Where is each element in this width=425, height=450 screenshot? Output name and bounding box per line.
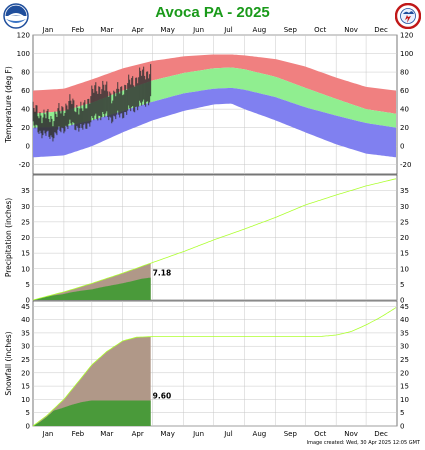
month-label-bottom: Dec [374, 430, 388, 438]
month-label-top: Sep [284, 26, 298, 34]
month-label-top: Oct [314, 26, 326, 34]
precipitation-observed-area [33, 277, 151, 300]
month-label-top: Dec [374, 26, 388, 34]
temperature-ytick-right: 40 [400, 106, 409, 114]
precipitation-ytick-right: 20 [400, 234, 409, 242]
snowfall-observed-area [33, 400, 151, 426]
month-label-top: Jul [223, 26, 233, 34]
noaa-logo [3, 3, 29, 29]
snowfall-ytick-right: 20 [400, 369, 409, 377]
precipitation-ytick-left: 30 [21, 203, 30, 211]
precipitation-ytick-right: 0 [400, 297, 404, 305]
month-label-top: Aug [253, 26, 267, 34]
month-label-top: Nov [344, 26, 358, 34]
snowfall-ytick-left: 35 [21, 329, 30, 337]
data-layer [32, 54, 397, 427]
month-label-top: Jun [192, 26, 204, 34]
snowfall-ytick-left: 30 [21, 343, 30, 351]
snowfall-ytick-right: 35 [400, 329, 409, 337]
record-high-band [33, 54, 396, 114]
month-label-bottom: Oct [314, 430, 326, 438]
snowfall-ytick-left: 15 [21, 383, 30, 391]
month-label-bottom: Jul [223, 430, 233, 438]
snowfall-ytick-left: 25 [21, 356, 30, 364]
snowfall-ytick-left: 45 [21, 303, 30, 311]
snowfall-ytick-right: 0 [400, 423, 404, 431]
precipitation-ytick-left: 5 [26, 281, 30, 289]
precipitation-ytick-right: 30 [400, 203, 409, 211]
month-label-top: Jan [42, 26, 54, 34]
month-label-bottom: Feb [72, 430, 85, 438]
precipitation-ytick-left: 25 [21, 218, 30, 226]
precipitation-ytick-left: 35 [21, 187, 30, 195]
precipitation-ytick-right: 10 [400, 265, 409, 273]
snowfall-ytick-right: 25 [400, 356, 409, 364]
temperature-ytick-left: 100 [17, 50, 30, 58]
snowfall-ytick-left: 10 [21, 396, 30, 404]
temperature-ytick-right: 120 [400, 32, 413, 40]
precipitation-total-label: 7.18 [153, 269, 172, 278]
month-label-bottom: Nov [344, 430, 358, 438]
temperature-ytick-left: 20 [21, 124, 30, 132]
temperature-ytick-right: -20 [400, 161, 411, 169]
temperature-ytick-left: -20 [19, 161, 30, 169]
precipitation-ytick-left: 15 [21, 250, 30, 258]
precipitation-normal-line [32, 178, 397, 301]
temperature-ytick-right: 60 [400, 87, 409, 95]
snowfall-ytick-left: 0 [26, 423, 30, 431]
precipitation-axis-title: Precipitation (inches) [4, 198, 13, 277]
snowfall-ytick-right: 45 [400, 303, 409, 311]
temperature-ytick-right: 100 [400, 50, 413, 58]
temperature-ytick-left: 0 [26, 143, 30, 151]
precipitation-ytick-left: 20 [21, 234, 30, 242]
temperature-ytick-left: 60 [21, 87, 30, 95]
month-label-bottom: Sep [284, 430, 298, 438]
month-label-bottom: Jan [42, 430, 54, 438]
temperature-ytick-left: 80 [21, 69, 30, 77]
temperature-axis-title: Temperature (deg F) [4, 66, 13, 144]
snowfall-total-label: 9.60 [153, 391, 172, 400]
precipitation-ytick-left: 0 [26, 297, 30, 305]
snowfall-ytick-right: 10 [400, 396, 409, 404]
precipitation-ytick-right: 15 [400, 250, 409, 258]
image-created-timestamp: Image created: Wed, 30 Apr 2025 12:05 GM… [306, 440, 420, 446]
month-label-bottom: Apr [132, 430, 144, 438]
snowfall-ytick-right: 5 [400, 409, 404, 417]
month-label-top: Apr [132, 26, 144, 34]
snowfall-ytick-right: 15 [400, 383, 409, 391]
page-title: Avoca PA - 2025 [155, 4, 270, 21]
precipitation-ytick-right: 5 [400, 281, 404, 289]
month-label-bottom: Aug [253, 430, 267, 438]
snowfall-ytick-right: 30 [400, 343, 409, 351]
temperature-ytick-right: 20 [400, 124, 409, 132]
temperature-ytick-right: 80 [400, 69, 409, 77]
temperature-ytick-right: 0 [400, 143, 404, 151]
precipitation-ytick-right: 35 [400, 187, 409, 195]
precipitation-ytick-left: 10 [21, 265, 30, 273]
month-label-bottom: Jun [192, 430, 204, 438]
nws-logo [395, 3, 421, 29]
snowfall-ytick-left: 40 [21, 316, 30, 324]
temperature-ytick-left: 120 [17, 32, 30, 40]
snowfall-normal-line [32, 307, 397, 427]
month-label-top: Mar [100, 26, 113, 34]
temperature-ytick-left: 40 [21, 106, 30, 114]
precipitation-ytick-right: 25 [400, 218, 409, 226]
snowfall-ytick-left: 5 [26, 409, 30, 417]
snowfall-ytick-left: 20 [21, 369, 30, 377]
record-low-band [33, 87, 396, 158]
month-label-top: Feb [72, 26, 85, 34]
month-label-bottom: Mar [100, 430, 113, 438]
snowfall-axis-title: Snowfall (inches) [4, 331, 13, 395]
month-label-top: May [160, 26, 174, 34]
month-label-bottom: May [160, 430, 174, 438]
snowfall-ytick-right: 40 [400, 316, 409, 324]
